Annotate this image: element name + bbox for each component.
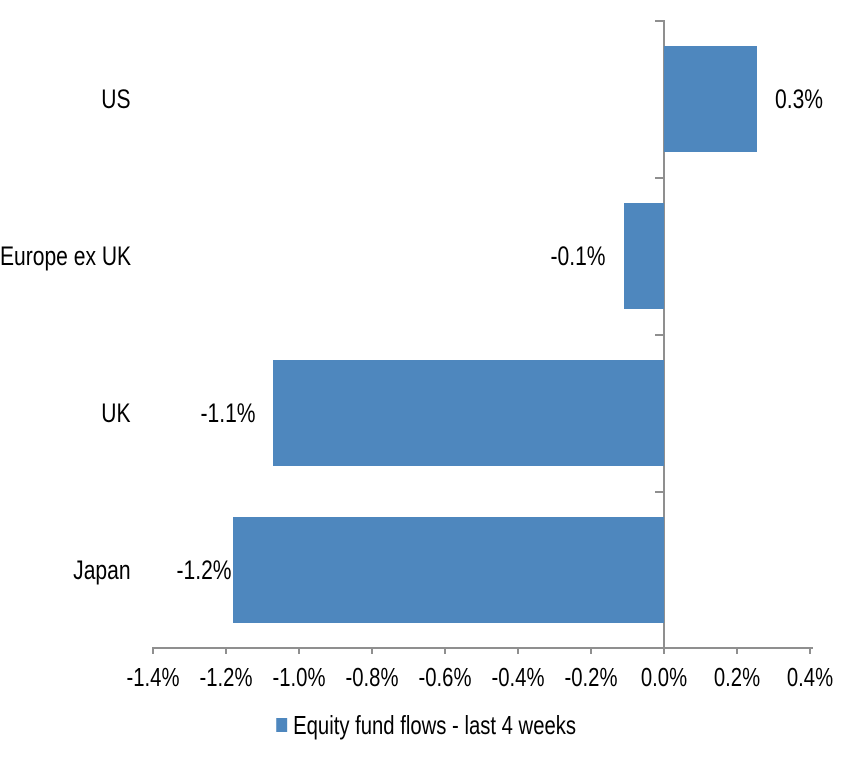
value-tick-label: -0.2% bbox=[564, 662, 618, 692]
value-axis-tick bbox=[225, 648, 227, 654]
value-axis-tick bbox=[152, 648, 154, 654]
category-label-uk: UK bbox=[101, 397, 131, 428]
value-axis-tick bbox=[663, 648, 665, 654]
category-label-europe-ex-uk: Europe ex UK bbox=[0, 240, 131, 271]
value-label-japan: -1.2% bbox=[176, 554, 232, 585]
category-axis-tick bbox=[655, 491, 664, 493]
value-axis-tick bbox=[590, 648, 592, 654]
value-tick-label: -0.4% bbox=[491, 662, 545, 692]
value-tick-label: -1.0% bbox=[272, 662, 326, 692]
value-axis-tick bbox=[809, 648, 811, 654]
value-axis-tick bbox=[517, 648, 519, 654]
value-tick-label: -1.4% bbox=[126, 662, 180, 692]
legend: Equity fund flows - last 4 weeks bbox=[94, 709, 759, 740]
value-axis-tick bbox=[444, 648, 446, 654]
value-label-us: 0.3% bbox=[775, 83, 824, 114]
category-label-japan: Japan bbox=[73, 554, 131, 585]
value-axis-tick bbox=[298, 648, 300, 654]
category-axis-tick bbox=[655, 334, 664, 336]
value-label-europe-ex-uk: -0.1% bbox=[550, 240, 606, 271]
category-axis-tick bbox=[655, 177, 664, 179]
value-label-uk: -1.1% bbox=[200, 397, 256, 428]
value-tick-label: -1.2% bbox=[199, 662, 253, 692]
value-axis-line bbox=[152, 647, 813, 649]
category-axis-tick bbox=[655, 20, 664, 22]
value-tick-label: 0.0% bbox=[640, 662, 688, 692]
bar-us bbox=[664, 45, 758, 152]
value-tick-label: 0.4% bbox=[786, 662, 834, 692]
bar-europe-ex-uk bbox=[623, 202, 664, 309]
value-tick-label: -0.8% bbox=[345, 662, 399, 692]
bar-japan bbox=[233, 516, 664, 623]
category-label-us: US bbox=[101, 83, 131, 114]
value-axis-tick bbox=[736, 648, 738, 654]
category-axis-line bbox=[663, 20, 665, 648]
value-tick-label: 0.2% bbox=[713, 662, 761, 692]
value-axis-tick bbox=[371, 648, 373, 654]
legend-swatch-icon bbox=[275, 718, 287, 732]
legend-label: Equity fund flows - last 4 weeks bbox=[293, 709, 577, 740]
value-tick-label: -0.6% bbox=[418, 662, 472, 692]
bar-uk bbox=[273, 359, 664, 466]
